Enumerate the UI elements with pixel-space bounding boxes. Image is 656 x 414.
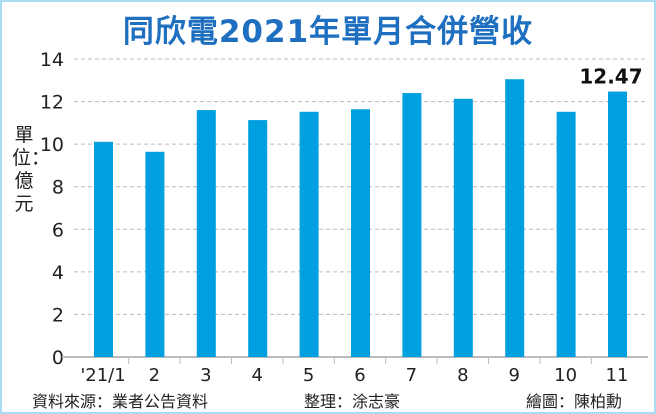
footer-source: 資料來源：業者公告資料 xyxy=(32,392,209,411)
x-tick-label: '21/1 xyxy=(80,365,125,386)
x-tick-label: 6 xyxy=(354,365,365,386)
bar xyxy=(505,79,525,357)
y-tick-label: 14 xyxy=(40,49,64,71)
bar xyxy=(608,91,627,358)
y-tick-label: 0 xyxy=(52,347,64,369)
y-tick-label: 12 xyxy=(40,92,64,114)
data-label: 12.47 xyxy=(579,65,642,89)
y-tick-label: 10 xyxy=(40,134,64,156)
bar xyxy=(351,109,370,357)
bar xyxy=(402,93,422,358)
x-tick-label: 9 xyxy=(508,365,519,386)
bar xyxy=(556,111,576,357)
bar xyxy=(145,151,165,357)
chart-title: 同欣電2021年單月合併營收 xyxy=(122,14,534,50)
bar xyxy=(299,111,319,357)
y-tick-label: 4 xyxy=(52,262,64,284)
bar xyxy=(248,120,268,357)
x-tick-label: 10 xyxy=(554,365,577,386)
bar xyxy=(453,98,473,357)
bar xyxy=(196,110,216,357)
x-tick-label: 2 xyxy=(149,365,160,386)
footer-editor: 整理：涂志豪 xyxy=(304,392,401,411)
x-tick-label: 7 xyxy=(406,365,417,386)
x-tick-label: 11 xyxy=(606,365,629,386)
bar xyxy=(94,141,113,357)
x-tick-label: 5 xyxy=(303,365,314,386)
x-tick-label: 4 xyxy=(251,365,262,386)
y-tick-label: 2 xyxy=(52,304,64,326)
y-tick-label: 6 xyxy=(52,219,64,241)
footer-artist: 繪圖：陳柏勳 xyxy=(526,392,623,411)
x-tick-label: 8 xyxy=(457,365,468,386)
y-tick-label: 8 xyxy=(52,177,64,199)
x-tick-label: 3 xyxy=(200,365,211,386)
